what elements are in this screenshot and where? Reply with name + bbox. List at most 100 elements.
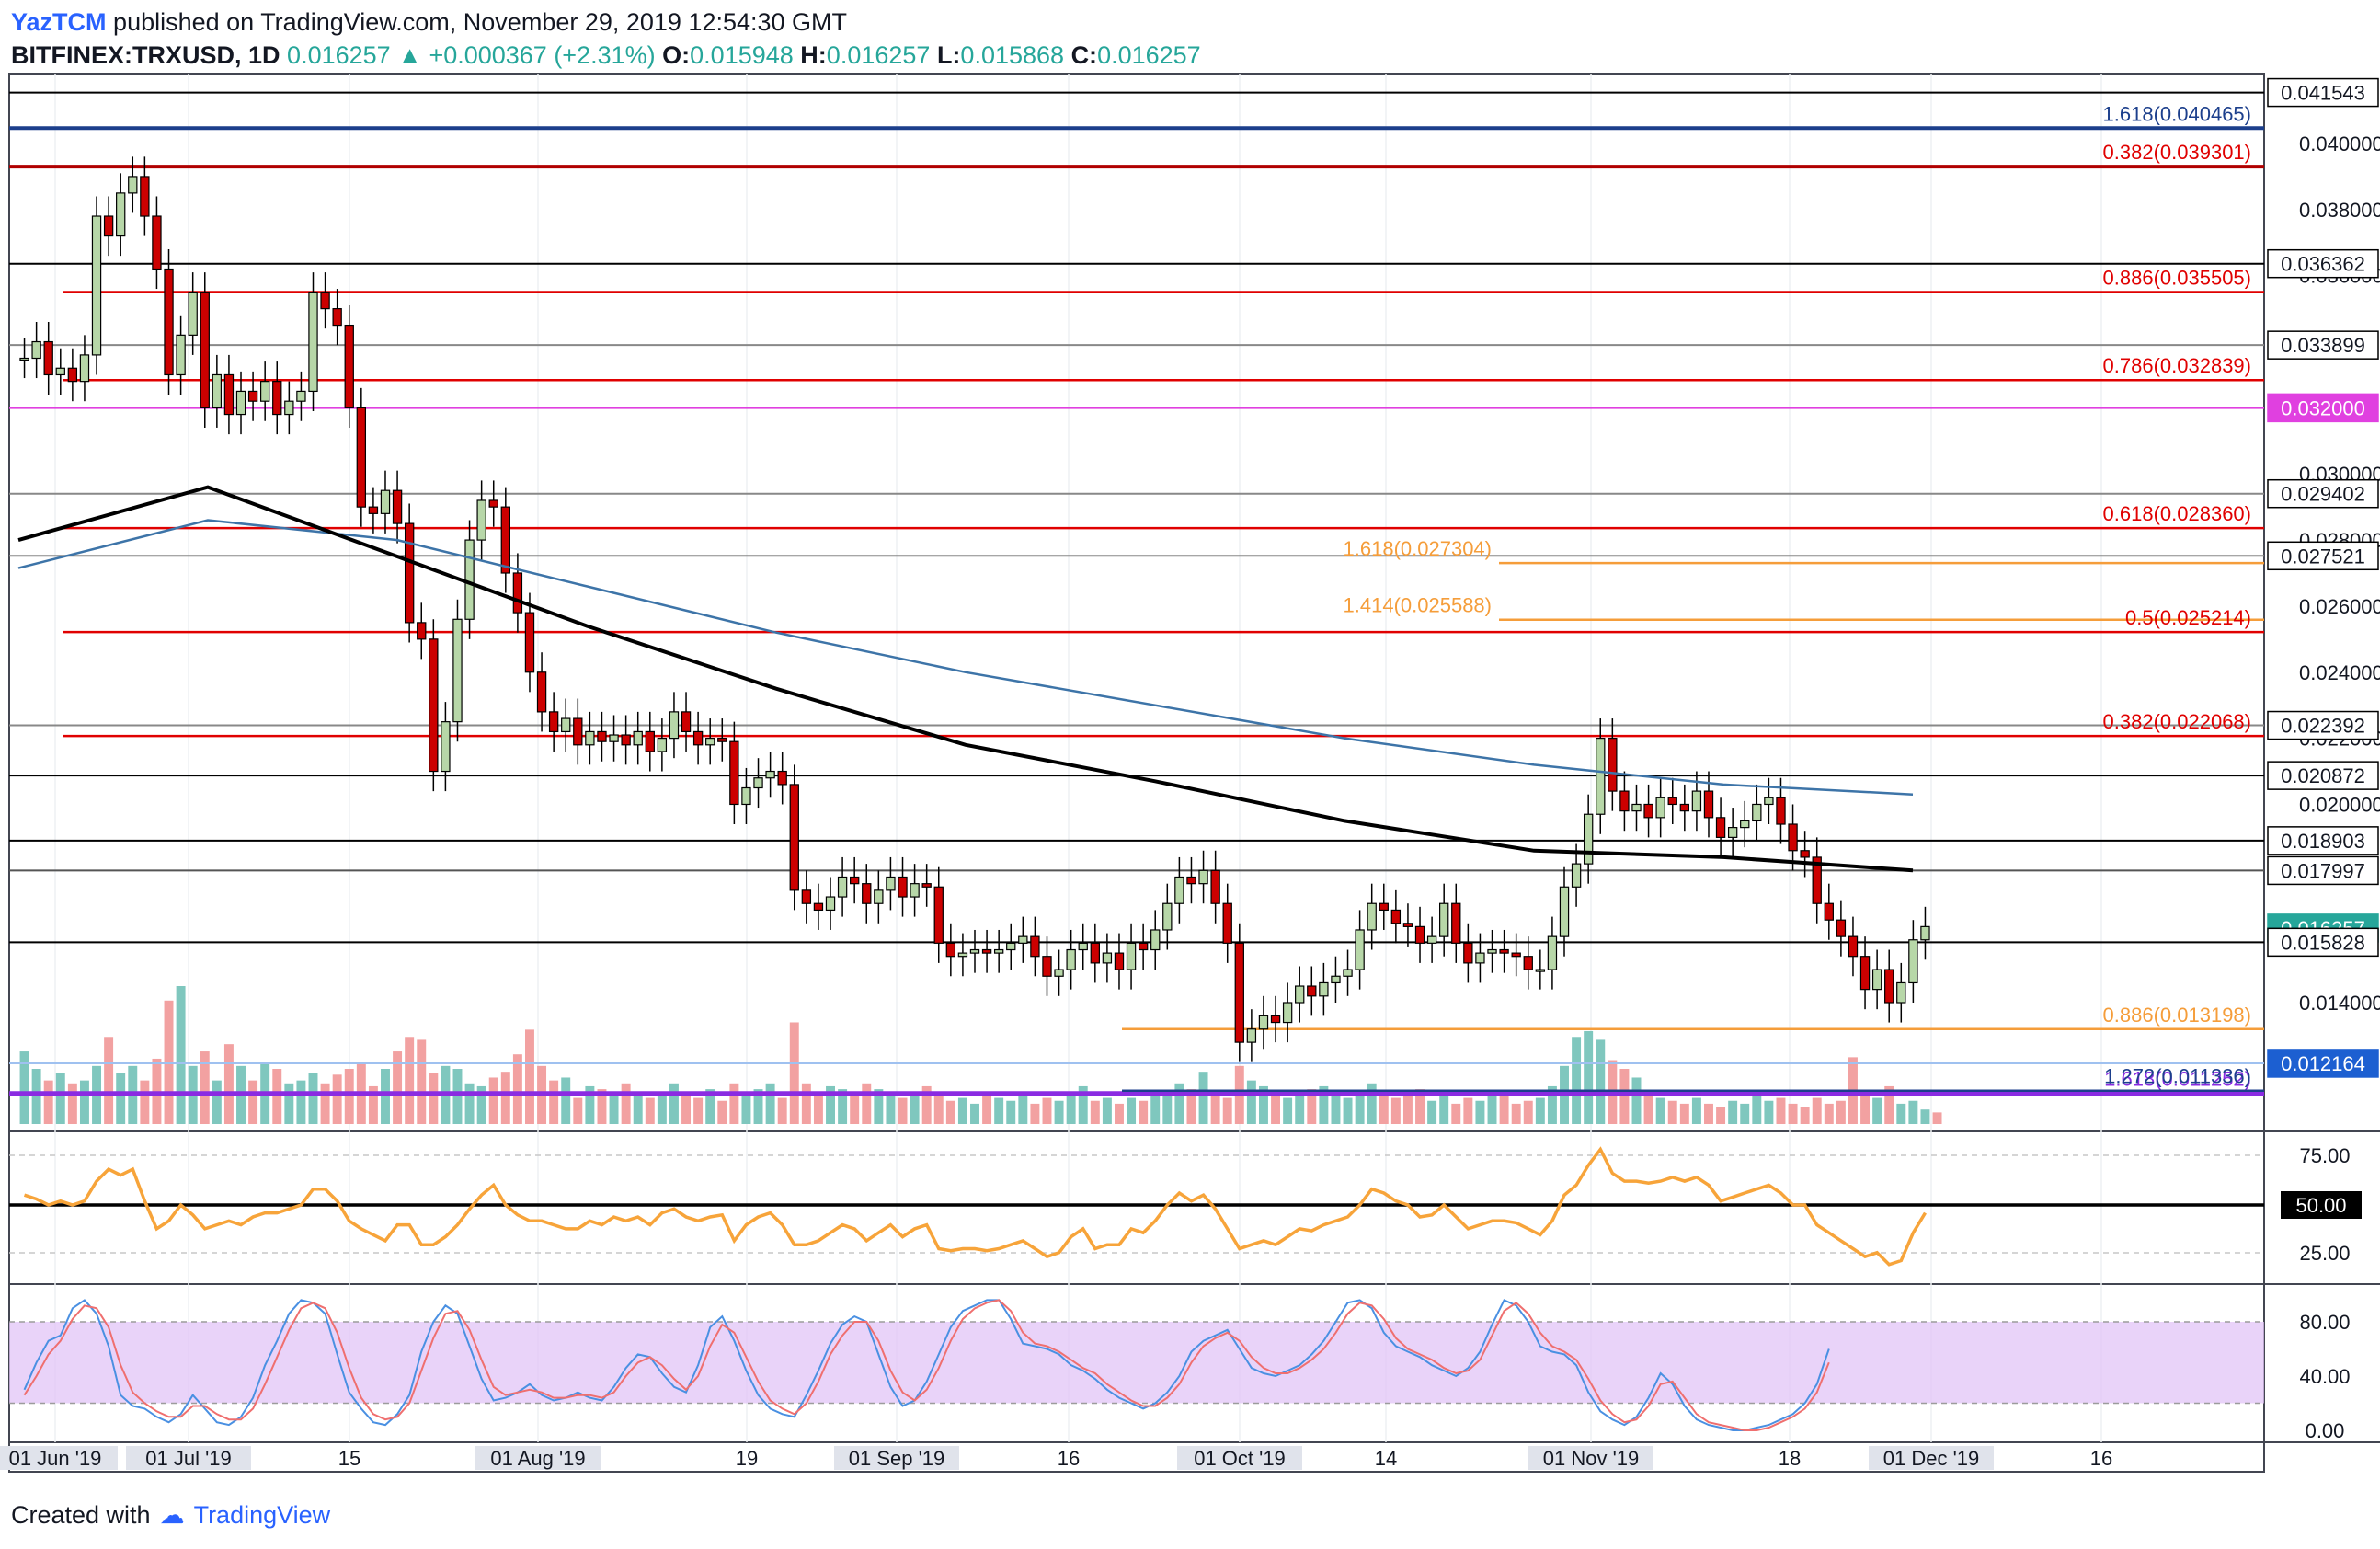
candle <box>981 948 992 954</box>
volume-bar <box>320 1083 330 1124</box>
candle <box>464 539 475 620</box>
candle <box>1439 902 1449 937</box>
candle <box>1414 925 1425 944</box>
candle <box>573 717 583 746</box>
volume-bar <box>1066 1092 1076 1124</box>
candle <box>200 292 210 408</box>
candle <box>705 738 715 746</box>
candle <box>548 711 559 733</box>
volume-bar <box>284 1083 294 1124</box>
candle <box>1859 956 1871 991</box>
x-axis-label: 01 Dec '19 <box>1883 1447 1980 1470</box>
volume-bar <box>549 1080 559 1124</box>
volume-bar <box>838 1089 848 1124</box>
price-tag: 0.033899 <box>2281 334 2365 357</box>
candle <box>1788 823 1798 852</box>
candle <box>19 357 29 361</box>
open-value: 0.015948 <box>690 41 794 69</box>
candle <box>1282 1002 1293 1024</box>
candle <box>1559 886 1570 937</box>
candle <box>1042 956 1052 977</box>
volume-bar <box>1824 1103 1834 1124</box>
volume-bar <box>813 1092 823 1124</box>
volume-bar <box>55 1073 65 1124</box>
rsi-midline-tag: 50.00 <box>2295 1194 2346 1217</box>
volume-bar <box>801 1083 811 1124</box>
symbol-label[interactable]: BITFINEX:TRXUSD, 1D <box>11 41 280 69</box>
price-tag: 0.020872 <box>2281 764 2365 787</box>
candle <box>1319 981 1329 997</box>
volume-bar <box>1078 1085 1088 1124</box>
candle <box>284 400 294 416</box>
candle <box>332 308 342 327</box>
volume-bar <box>31 1069 41 1124</box>
volume-bar <box>1307 1089 1317 1124</box>
candle <box>717 738 727 742</box>
candle <box>116 192 126 237</box>
candle <box>657 738 668 752</box>
price-tag: 0.036362 <box>2281 253 2365 276</box>
volume-bar <box>1523 1100 1533 1124</box>
candle <box>1307 985 1317 997</box>
fib-level-label: 0.886(0.013198) <box>2103 1004 2251 1027</box>
volume-bar <box>344 1069 354 1124</box>
candle <box>392 489 403 524</box>
volume-bar <box>898 1097 908 1124</box>
volume-bar <box>921 1085 932 1124</box>
price-tag: 0.029402 <box>2281 483 2365 506</box>
volume-bar <box>1006 1100 1016 1124</box>
candle <box>140 176 150 217</box>
volume-bar <box>1800 1107 1810 1124</box>
volume-bar <box>1139 1100 1149 1124</box>
candle <box>1571 863 1582 888</box>
candle <box>1102 952 1113 964</box>
candle <box>296 390 306 402</box>
candle <box>1715 817 1726 838</box>
candle <box>1210 869 1220 904</box>
price-change: +0.000367 (+2.31%) <box>429 41 656 69</box>
candle <box>1523 956 1533 970</box>
volume-bar <box>1390 1097 1401 1124</box>
candle <box>1018 935 1028 944</box>
volume-bar <box>729 1083 739 1124</box>
volume-bar <box>573 1097 583 1124</box>
volume-bar <box>525 1029 534 1124</box>
volume-bar <box>693 1097 704 1124</box>
volume-bar <box>1752 1095 1762 1124</box>
candle <box>1535 969 1546 972</box>
volume-bar <box>1271 1092 1281 1124</box>
tradingview-brand[interactable]: TradingView <box>193 1501 331 1529</box>
candle <box>1270 1015 1281 1024</box>
candle <box>1727 827 1738 838</box>
volume-bar <box>1174 1083 1184 1124</box>
volume-bar <box>1655 1097 1665 1124</box>
volume-bar <box>19 1051 29 1124</box>
price-tag: 0.027521 <box>2281 545 2365 568</box>
volume-bar <box>1667 1100 1677 1124</box>
author-name[interactable]: YazTCM <box>11 8 107 36</box>
volume-bar <box>1115 1103 1124 1124</box>
x-axis-label-box <box>1869 1446 1994 1470</box>
tradingview-logo-icon[interactable]: ☁ <box>159 1501 185 1529</box>
candle <box>128 176 138 194</box>
candle <box>500 506 510 574</box>
candle <box>1258 1015 1269 1030</box>
fib-level-label: 1.272(0.011336) <box>2104 1065 2251 1088</box>
volume-bar <box>789 1022 799 1124</box>
candle <box>1884 969 1894 1004</box>
volume-bar <box>910 1092 920 1124</box>
candle <box>1343 969 1353 977</box>
volume-bar <box>561 1077 571 1124</box>
candle <box>1355 929 1365 970</box>
candle <box>1426 935 1437 944</box>
candle <box>681 711 692 733</box>
candle <box>561 717 571 733</box>
candle <box>1824 902 1834 921</box>
candle <box>1740 820 1750 829</box>
fib-level-label: 0.5(0.025214) <box>2125 606 2251 629</box>
candle <box>1234 942 1244 1043</box>
volume-bar <box>1283 1097 1293 1124</box>
x-axis-label: 19 <box>736 1447 758 1470</box>
candle <box>633 730 643 746</box>
